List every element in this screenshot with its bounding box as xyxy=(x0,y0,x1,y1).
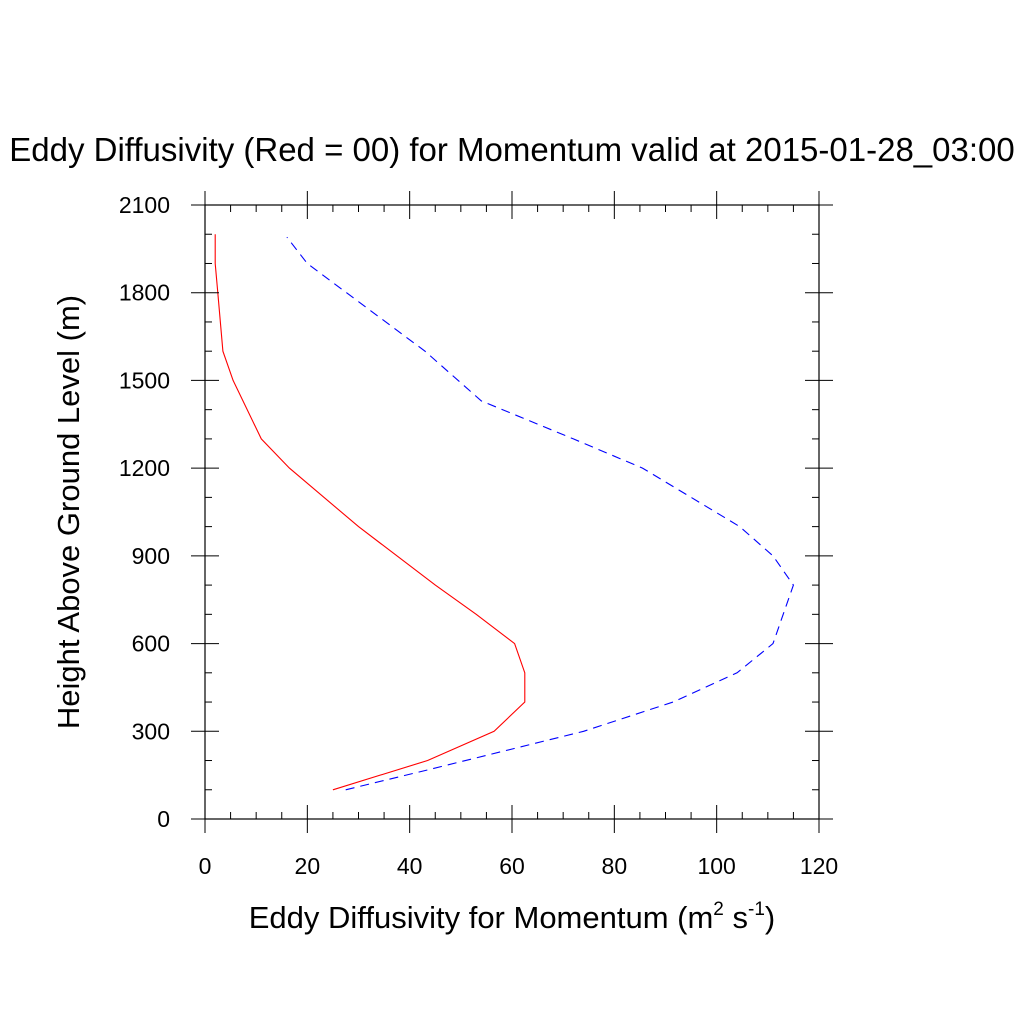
y-tick-label: 2100 xyxy=(119,192,170,218)
y-tick-label: 0 xyxy=(157,806,170,832)
x-axis-label-main: Eddy Diffusivity for Momentum (m xyxy=(249,900,714,935)
x-tick-label: 80 xyxy=(602,853,628,879)
y-tick-label: 900 xyxy=(132,543,170,569)
x-tick-label: 40 xyxy=(397,853,423,879)
chart-title: Eddy Diffusivity (Red = 00) for Momentum… xyxy=(9,131,1015,168)
x-tick-label: 0 xyxy=(199,853,212,879)
x-axis-label-sup-2: 2 xyxy=(713,899,724,920)
y-tick-label: 1200 xyxy=(119,455,170,481)
x-tick-label: 100 xyxy=(697,853,735,879)
x-tick-labels: 0 20 40 60 80 100 120 xyxy=(199,853,839,879)
y-tick-label: 600 xyxy=(132,631,170,657)
x-axis-label-sup-minus1: -1 xyxy=(748,899,765,920)
y-tick-labels: 0 300 600 900 1200 1500 1800 2100 xyxy=(119,192,170,832)
series-layer xyxy=(214,234,795,791)
y-tick-label: 300 xyxy=(132,718,170,744)
x-tick-label: 60 xyxy=(499,853,525,879)
x-axis-label-end: ) xyxy=(765,900,775,935)
x-tick-label: 120 xyxy=(800,853,838,879)
x-tick-label: 20 xyxy=(295,853,321,879)
y-tick-label: 1500 xyxy=(119,367,170,393)
series-line-1 xyxy=(214,234,526,791)
x-axis-label-mid: s xyxy=(724,900,748,935)
tick-marks xyxy=(191,191,833,833)
y-tick-label: 1800 xyxy=(119,280,170,306)
series-line-2 xyxy=(286,236,795,791)
plot-frame xyxy=(204,204,820,820)
y-axis-label: Height Above Ground Level (m) xyxy=(51,295,86,729)
x-axis-label: Eddy Diffusivity for Momentum (m2 s-1) xyxy=(249,899,775,935)
